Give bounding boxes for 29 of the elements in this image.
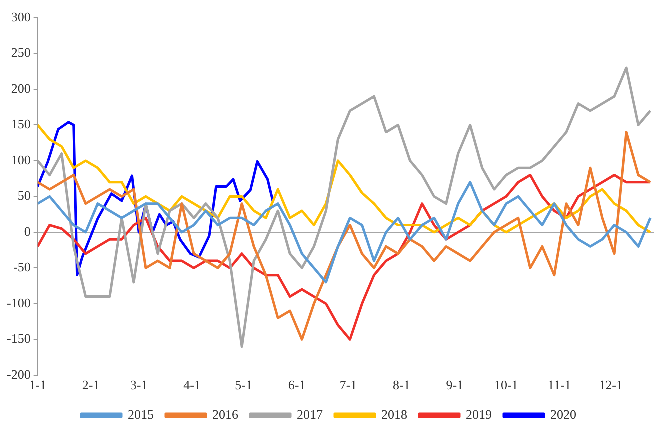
y-tick-label: -150 [6, 331, 31, 346]
y-tick-label: -200 [6, 366, 31, 382]
x-tick-label: 12-1 [599, 378, 624, 393]
y-tick-label: 200 [11, 80, 31, 96]
x-tick-label: 3-1 [130, 378, 148, 393]
x-tick-label: 6-1 [288, 378, 306, 393]
x-tick-label: 10-1 [494, 378, 518, 393]
legend-label: 2015 [128, 406, 154, 422]
x-tick-label: 2-1 [82, 378, 100, 393]
y-tick-label: 300 [11, 9, 31, 24]
legend-label: 2019 [466, 406, 492, 422]
y-tick-label: 100 [11, 152, 31, 168]
y-tick-label: 250 [11, 45, 31, 60]
legend-label: 2018 [382, 406, 408, 422]
y-tick-label: -50 [13, 260, 31, 275]
y-tick-label: 50 [18, 188, 31, 204]
x-tick-label: 7-1 [340, 378, 358, 393]
x-tick-label: 8-1 [393, 378, 410, 393]
x-tick-label: 9-1 [446, 378, 464, 393]
x-tick-label: 5-1 [235, 378, 252, 393]
y-tick-label: 150 [11, 116, 31, 132]
x-tick-label: 4-1 [184, 378, 201, 393]
y-tick-label: -100 [6, 295, 31, 310]
y-tick-label: 0 [24, 224, 31, 239]
x-tick-label: 11-1 [548, 378, 572, 393]
x-tick-label: 1-1 [29, 378, 46, 393]
legend-label: 2017 [297, 406, 324, 422]
legend-label: 2016 [212, 406, 239, 422]
legend-label: 2020 [550, 406, 576, 422]
